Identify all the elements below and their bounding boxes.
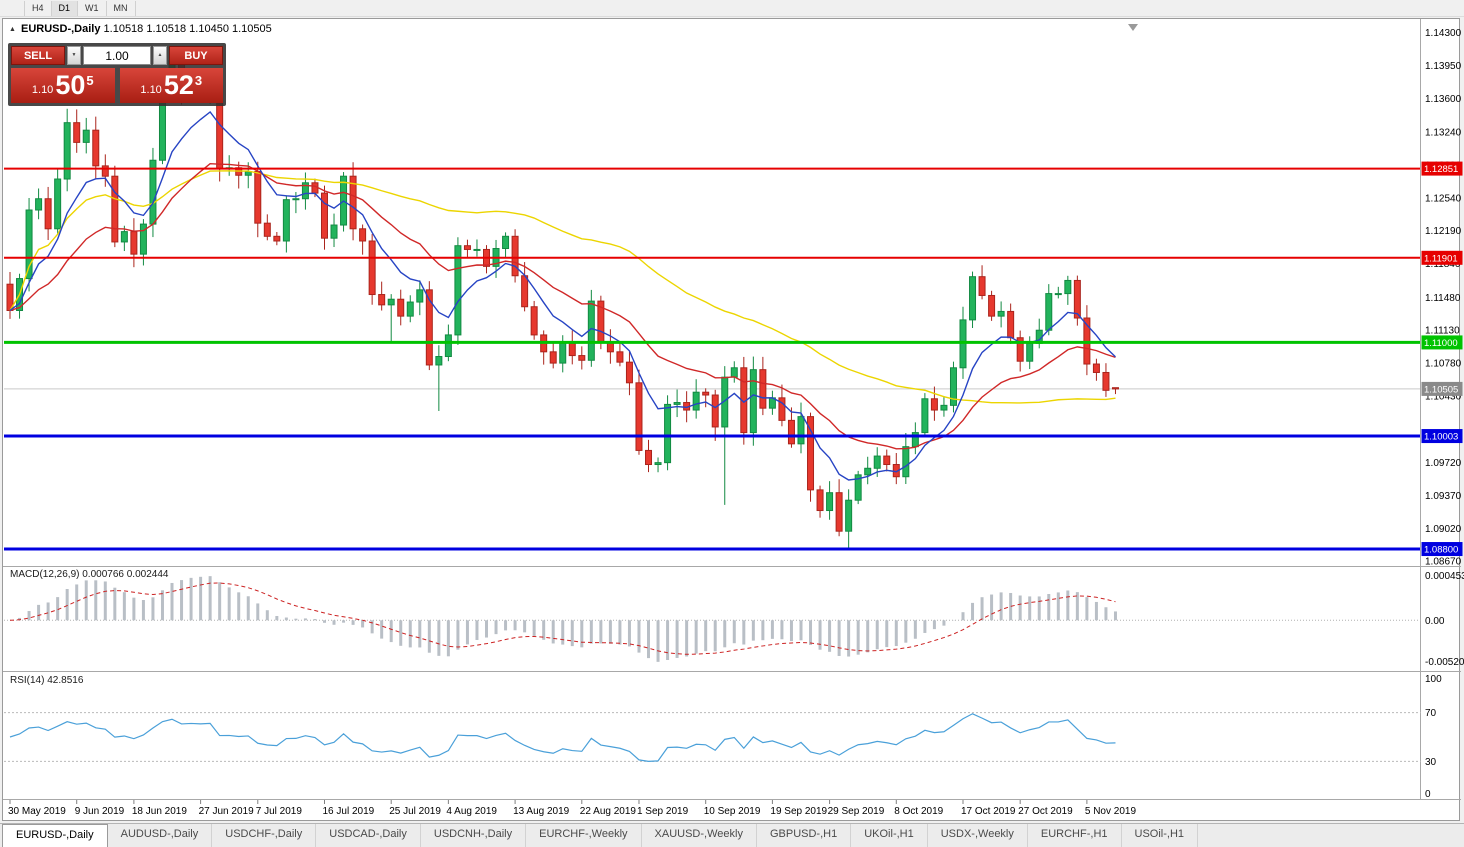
buy-button[interactable]: BUY [169,46,223,65]
timeframe-toolbar: H4 D1 W1 MN [0,0,1464,17]
one-click-collapse-icon[interactable]: ▲ [9,26,16,33]
sell-price-big: 50 [55,70,86,100]
buy-price-prefix: 1.10 [140,84,162,96]
timeframe-button-mn[interactable]: MN [105,0,136,16]
macd-header: MACD(12,26,9) 0.000766 0.002444 [10,569,169,580]
buy-price-display[interactable]: 1.10 52 3 [119,68,223,103]
one-click-trading-panel: SELL ▼ ▲ BUY 1.10 50 5 1.10 52 3 [8,43,226,106]
chart-tab-gbpusd-h1[interactable]: GBPUSD-,H1 [756,824,852,847]
sell-button[interactable]: SELL [11,46,65,65]
chart-tab-usdcnh-daily[interactable]: USDCNH-,Daily [420,824,527,847]
sell-price-display[interactable]: 1.10 50 5 [11,68,115,103]
timeframe-button-d1[interactable]: D1 [50,0,78,16]
volume-input[interactable] [83,46,151,65]
chart-tab-bar: EURUSD-,Daily AUDUSD-,Daily USDCHF-,Daily U… [0,823,1464,847]
timeframe-button-w1[interactable]: W1 [77,0,106,16]
chart-tab-usdcad-daily[interactable]: USDCAD-,Daily [316,824,421,847]
chart-tab-usoil-h1[interactable]: USOil-,H1 [1121,824,1199,847]
chart-tab-audusd-daily[interactable]: AUDUSD-,Daily [107,824,213,847]
rsi-header: RSI(14) 42.8516 [10,675,84,686]
chevron-up-icon: ▲ [157,52,163,58]
chart-tab-xauusd-weekly[interactable]: XAUUSD-,Weekly [641,824,757,847]
chart-frame [2,18,1460,821]
volume-increase-button[interactable]: ▲ [153,46,167,65]
timeframe-button-h4[interactable]: H4 [24,0,51,16]
chart-tab-eurusd-daily[interactable]: EURUSD-,Daily [2,824,108,847]
chart-tab-eurchf-h1[interactable]: EURCHF-,H1 [1027,824,1122,847]
chart-ohlc-values: 1.10518 1.10518 1.10450 1.10505 [103,23,272,35]
chevron-down-icon: ▼ [71,52,77,58]
sell-price-pipette: 5 [86,72,94,88]
sell-price-prefix: 1.10 [31,84,54,96]
chart-tab-ukoil-h1[interactable]: UKOil-,H1 [851,824,928,847]
volume-decrease-button[interactable]: ▼ [67,46,81,65]
buy-price-big: 52 [163,70,194,100]
buy-price-pipette: 3 [194,72,203,88]
chart-tab-usdx-weekly[interactable]: USDX-,Weekly [927,824,1028,847]
chart-title: EURUSD-,Daily 1.10518 1.10518 1.10450 1.… [21,23,272,35]
chart-tab-eurchf-weekly[interactable]: EURCHF-,Weekly [526,824,642,847]
chart-symbol-label: EURUSD-,Daily [21,23,101,35]
chart-tab-usdchf-daily[interactable]: USDCHF-,Daily [212,824,317,847]
